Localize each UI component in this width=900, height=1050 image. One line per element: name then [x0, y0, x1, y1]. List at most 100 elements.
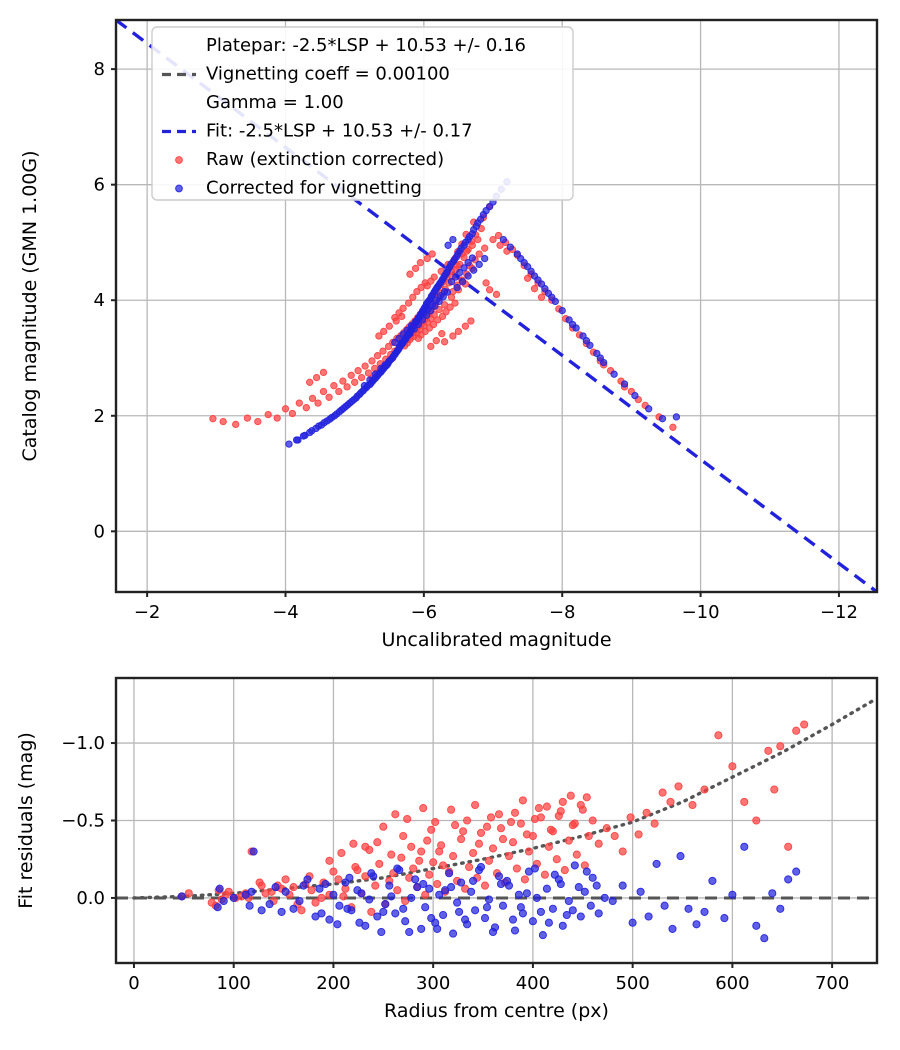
- data-point: [453, 283, 461, 292]
- data-point: [447, 278, 456, 286]
- data-point: [527, 267, 535, 275]
- data-point: [329, 867, 338, 876]
- data-point: [321, 879, 330, 889]
- data-point: [494, 810, 504, 819]
- data-point: [456, 268, 464, 277]
- data-point: [449, 235, 457, 244]
- data-point: [792, 867, 801, 876]
- data-point: [428, 250, 436, 258]
- data-point: [672, 413, 681, 421]
- data-point: [254, 417, 262, 426]
- x-axis-label: Uncalibrated magnitude: [381, 629, 611, 651]
- data-point: [393, 864, 402, 873]
- data-point: [468, 241, 476, 249]
- data-point: [542, 802, 551, 811]
- data-point: [360, 382, 369, 390]
- data-point: [532, 893, 541, 902]
- data-point: [660, 901, 669, 910]
- data-point: [311, 898, 320, 907]
- panel-magnitude-calibration: −2 −4 −6 −8 −10 −12 0 2 4 6 8 Uncalibrated magnitud…: [19, 18, 879, 651]
- data-point: [580, 887, 589, 896]
- data-point: [457, 835, 466, 844]
- data-point: [392, 317, 400, 325]
- legend-item[interactable]: Platepar: -2.5*LSP + 10.53 +/- 0.16: [206, 35, 526, 56]
- data-point: [457, 244, 465, 252]
- data-point: [475, 250, 483, 258]
- data-point: [281, 875, 290, 884]
- data-point: [435, 847, 444, 856]
- data-point: [439, 910, 448, 920]
- data-point: [482, 279, 490, 287]
- data-point: [325, 393, 333, 401]
- data-point: [380, 327, 388, 336]
- data-point: [485, 202, 494, 211]
- legend-marker-swatch: [175, 184, 183, 193]
- data-point: [427, 342, 435, 351]
- data-point: [361, 362, 369, 370]
- data-point: [398, 312, 406, 321]
- data-point: [610, 370, 618, 378]
- data-point: [459, 827, 468, 836]
- data-point: [481, 244, 489, 252]
- data-point: [367, 907, 376, 916]
- data-point: [416, 259, 425, 267]
- data-point: [496, 241, 504, 249]
- data-point: [538, 931, 547, 940]
- axis-spines: [114, 18, 879, 594]
- data-point: [482, 903, 492, 912]
- x-tick-label: −8: [549, 602, 576, 623]
- data-point: [513, 250, 521, 258]
- data-point: [453, 898, 462, 907]
- data-point: [393, 886, 402, 895]
- data-point: [371, 370, 380, 378]
- data-point: [406, 330, 414, 338]
- data-point: [379, 822, 388, 831]
- data-point: [492, 290, 501, 299]
- data-point: [377, 364, 385, 373]
- data-point: [720, 914, 729, 923]
- data-point: [576, 912, 585, 921]
- data-point: [343, 383, 351, 391]
- data-point: [366, 376, 374, 384]
- data-point: [405, 927, 414, 937]
- data-point: [399, 304, 407, 312]
- data-point: [620, 380, 629, 388]
- x-tick-label: −10: [682, 602, 720, 623]
- data-point: [578, 805, 587, 814]
- data-point: [261, 889, 270, 898]
- data-point: [264, 410, 272, 419]
- data-point: [245, 901, 254, 910]
- data-point: [330, 412, 339, 420]
- legend-item[interactable]: Fit: -2.5*LSP + 10.53 +/- 0.17: [162, 121, 473, 142]
- data-point: [312, 373, 321, 382]
- data-point: [618, 847, 627, 856]
- data-point: [556, 879, 565, 889]
- data-point: [241, 890, 250, 899]
- data-point: [219, 417, 227, 426]
- data-point: [582, 337, 591, 345]
- data-point: [508, 915, 518, 924]
- data-point: [387, 892, 396, 901]
- data-point: [692, 920, 701, 929]
- data-point: [307, 886, 316, 895]
- data-point: [562, 910, 571, 920]
- legend-item[interactable]: Corrected for vignetting: [175, 178, 422, 199]
- data-point: [558, 921, 567, 930]
- data-point: [375, 332, 383, 340]
- data-point: [433, 924, 442, 933]
- data-point: [544, 918, 553, 927]
- data-point: [444, 241, 452, 249]
- data-point: [445, 869, 454, 878]
- legend-item[interactable]: Vignetting coeff = 0.00100: [162, 64, 450, 85]
- data-point: [768, 889, 777, 898]
- legend-item[interactable]: Raw (extinction corrected): [175, 149, 445, 170]
- data-point: [314, 399, 322, 407]
- data-point: [469, 848, 478, 858]
- data-point: [452, 273, 460, 281]
- legend-item[interactable]: Gamma = 1.00: [206, 92, 344, 113]
- data-point: [207, 898, 216, 907]
- data-point: [418, 316, 427, 324]
- data-point: [297, 906, 306, 915]
